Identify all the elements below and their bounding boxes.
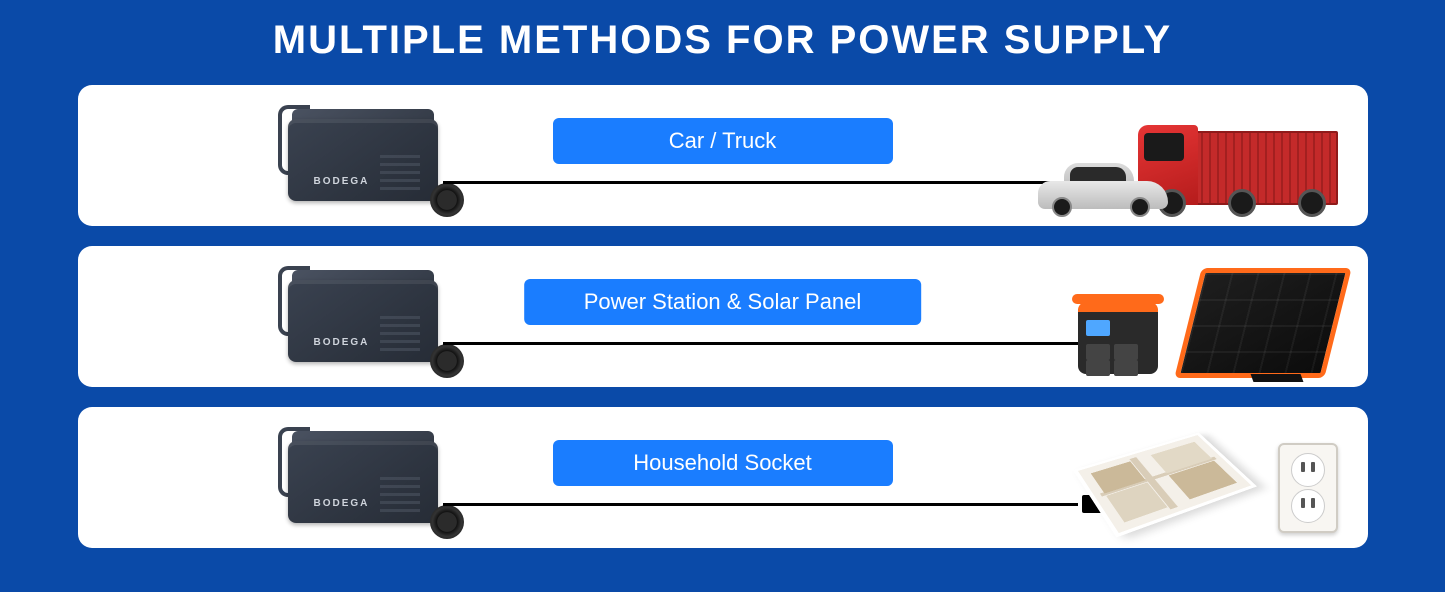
power-panel-powerstation: BODEGA Power Station & Solar Panel [78,246,1368,387]
power-panel-household: BODEGA Household Socket [78,407,1368,548]
cooler-icon: BODEGA [278,262,458,372]
house-outlet-icon [1078,413,1338,543]
power-method-label: Power Station & Solar Panel [524,279,922,325]
power-panel-car-truck: BODEGA Car / Truck [78,85,1368,226]
cable-icon [443,342,1078,345]
cable-icon [443,503,1078,506]
cooler-icon: BODEGA [278,423,458,533]
cooler-brand-label: BODEGA [314,176,370,187]
powerstation-solar-icon [1078,252,1338,382]
cooler-brand-label: BODEGA [314,337,370,348]
cooler-icon: BODEGA [278,101,458,211]
car-truck-icon [1078,91,1338,221]
page-title: MULTIPLE METHODS FOR POWER SUPPLY [273,18,1172,63]
cooler-brand-label: BODEGA [314,498,370,509]
cable-icon [443,181,1078,184]
power-method-label: Household Socket [553,440,893,486]
power-method-label: Car / Truck [553,118,893,164]
